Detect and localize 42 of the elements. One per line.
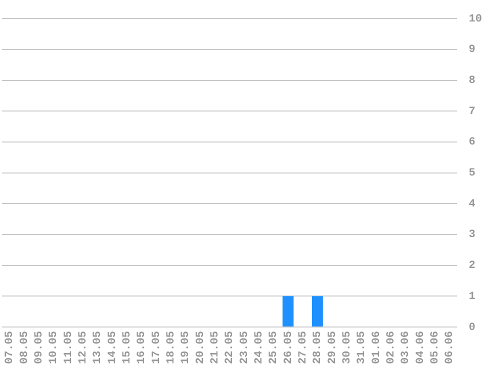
y-tick-label: 9 xyxy=(468,44,476,56)
x-tick-label: 28.05 xyxy=(312,330,324,364)
y-tick-label: 2 xyxy=(468,260,476,272)
x-tick-label: 19.05 xyxy=(180,330,192,364)
x-tick-label: 17.05 xyxy=(150,330,163,364)
y-tick-label: 5 xyxy=(468,168,476,180)
x-tick-label: 04.06 xyxy=(414,330,427,364)
x-tick-label: 18.05 xyxy=(165,330,178,364)
x-tick-label: 29.05 xyxy=(326,330,339,364)
x-tick-label: 08.05 xyxy=(18,330,31,364)
x-tick-label: 05.06 xyxy=(430,330,442,364)
y-tick-label: 0 xyxy=(468,322,476,334)
x-tick-label: 26.05 xyxy=(282,330,295,364)
x-tick-label: 01.06 xyxy=(370,330,383,364)
x-tick-label: 07.05 xyxy=(4,330,16,364)
y-tick-label: 6 xyxy=(468,136,476,149)
x-tick-label: 22.05 xyxy=(224,330,236,364)
y-tick-label: 4 xyxy=(468,198,476,210)
x-tick-label: 20.05 xyxy=(194,330,207,364)
x-tick-label: 09.05 xyxy=(33,330,46,364)
x-tick-label: 14.05 xyxy=(106,330,119,364)
y-tick-label: 8 xyxy=(468,75,476,88)
y-tick-label: 10 xyxy=(468,13,482,26)
x-tick-label: 21.05 xyxy=(209,330,222,364)
y-tick-label: 3 xyxy=(468,229,476,242)
x-tick-label: 16.05 xyxy=(136,330,148,364)
x-tick-label: 03.06 xyxy=(400,330,412,364)
x-tick-label: 23.05 xyxy=(238,330,251,364)
x-tick-label: 02.06 xyxy=(386,330,398,364)
x-tick-label: 10.05 xyxy=(48,330,60,364)
x-tick-label: 12.05 xyxy=(77,330,90,364)
x-tick-label: 30.05 xyxy=(342,330,354,364)
x-tick-label: 11.05 xyxy=(62,330,75,364)
x-tick-label: 13.05 xyxy=(92,330,104,364)
x-tick-label: 31.05 xyxy=(356,330,368,364)
y-tick-label: 1 xyxy=(468,290,476,303)
x-tick-label: 24.05 xyxy=(254,330,266,364)
y-tick-label: 7 xyxy=(468,106,476,118)
x-tick-label: 25.05 xyxy=(268,330,280,364)
x-tick-label: 27.05 xyxy=(298,330,310,364)
x-tick-label: 15.05 xyxy=(121,330,134,364)
x-tick-label: 06.06 xyxy=(444,330,456,364)
